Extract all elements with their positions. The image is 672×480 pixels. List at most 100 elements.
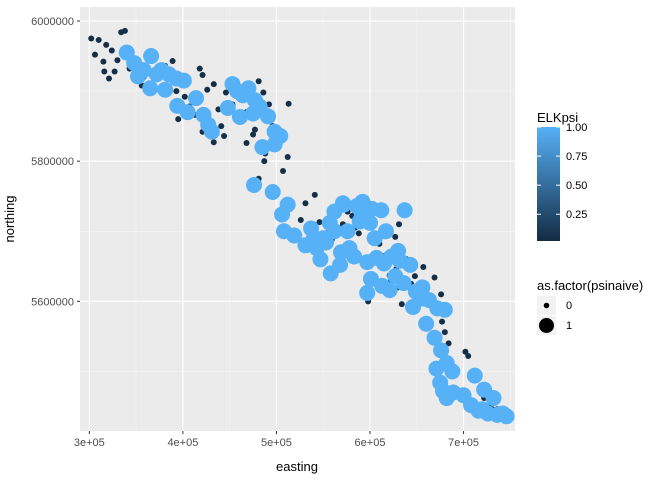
point-psinaive-0 bbox=[392, 233, 399, 240]
y-tick-label: 5800000 bbox=[31, 156, 74, 168]
point-psinaive-1 bbox=[130, 68, 146, 85]
point-psinaive-1 bbox=[390, 242, 407, 259]
point-psinaive-1 bbox=[474, 401, 491, 418]
point-psinaive-1 bbox=[373, 202, 390, 219]
x-axis: 3e+05 4e+05 5e+05 6e+05 7e+05 bbox=[74, 431, 479, 449]
point-psinaive-1 bbox=[260, 108, 277, 125]
point-psinaive-0 bbox=[255, 78, 262, 85]
point-psinaive-1 bbox=[377, 223, 394, 240]
point-psinaive-1 bbox=[395, 275, 412, 292]
color-legend-title: ELKpsi bbox=[537, 110, 578, 125]
point-psinaive-1 bbox=[339, 223, 356, 240]
point-psinaive-0 bbox=[175, 116, 182, 123]
point-psinaive-1 bbox=[405, 298, 422, 315]
point-psinaive-0 bbox=[297, 217, 304, 224]
y-tick-label: 6000000 bbox=[31, 16, 74, 28]
point-psinaive-1 bbox=[266, 136, 283, 153]
color-legend-bar bbox=[537, 127, 560, 241]
point-psinaive-1 bbox=[286, 227, 303, 244]
point-psinaive-1 bbox=[254, 139, 271, 156]
point-psinaive-0 bbox=[103, 41, 110, 48]
point-psinaive-0 bbox=[106, 75, 112, 82]
point-psinaive-1 bbox=[402, 256, 419, 273]
point-psinaive-1 bbox=[476, 381, 493, 398]
point-psinaive-0 bbox=[396, 221, 402, 228]
point-psinaive-0 bbox=[95, 36, 102, 43]
point-psinaive-1 bbox=[433, 342, 450, 359]
point-psinaive-1 bbox=[188, 90, 204, 107]
point-psinaive-0 bbox=[243, 139, 250, 146]
point-psinaive-0 bbox=[221, 132, 228, 139]
point-psinaive-1 bbox=[466, 367, 483, 384]
colorbar-tick-label: 0.50 bbox=[566, 180, 587, 192]
point-psinaive-1 bbox=[359, 284, 376, 301]
x-tick-label: 4e+05 bbox=[167, 437, 198, 449]
point-psinaive-1 bbox=[418, 315, 435, 332]
point-psinaive-0 bbox=[260, 89, 267, 96]
point-psinaive-1 bbox=[203, 123, 220, 140]
point-psinaive-0 bbox=[108, 47, 115, 54]
point-psinaive-0 bbox=[210, 139, 217, 146]
point-psinaive-0 bbox=[285, 100, 292, 107]
point-psinaive-0 bbox=[210, 81, 217, 88]
point-psinaive-0 bbox=[316, 219, 323, 226]
point-psinaive-0 bbox=[251, 126, 258, 133]
size-legend-label-1: 1 bbox=[566, 320, 572, 332]
point-psinaive-1 bbox=[246, 177, 262, 194]
point-psinaive-0 bbox=[196, 65, 203, 72]
point-psinaive-0 bbox=[465, 353, 472, 360]
point-psinaive-1 bbox=[396, 202, 413, 219]
point-psinaive-1 bbox=[312, 251, 329, 268]
y-axis-title: northing bbox=[2, 196, 17, 243]
point-psinaive-1 bbox=[245, 105, 262, 122]
point-psinaive-0 bbox=[438, 291, 445, 298]
point-psinaive-0 bbox=[121, 27, 128, 34]
point-psinaive-0 bbox=[420, 264, 427, 271]
point-psinaive-1 bbox=[354, 193, 371, 210]
point-psinaive-0 bbox=[280, 167, 286, 174]
point-psinaive-1 bbox=[143, 48, 160, 65]
point-psinaive-1 bbox=[444, 363, 461, 380]
point-psinaive-0 bbox=[88, 35, 95, 42]
point-psinaive-0 bbox=[439, 318, 446, 325]
point-psinaive-1 bbox=[179, 104, 196, 121]
point-psinaive-0 bbox=[101, 68, 108, 75]
point-psinaive-0 bbox=[398, 301, 405, 308]
size-legend-dot-small bbox=[543, 302, 550, 309]
y-tick-label: 5600000 bbox=[31, 296, 74, 308]
colorbar-tick-label: 0.25 bbox=[566, 209, 587, 221]
point-psinaive-1 bbox=[157, 81, 174, 98]
point-psinaive-1 bbox=[426, 329, 443, 346]
size-legend-dot-large bbox=[539, 318, 554, 333]
point-psinaive-0 bbox=[181, 93, 188, 100]
point-psinaive-0 bbox=[169, 57, 176, 64]
colorbar-tick-label: 1.00 bbox=[566, 122, 587, 134]
point-psinaive-0 bbox=[114, 57, 121, 64]
point-psinaive-1 bbox=[219, 99, 236, 116]
point-psinaive-1 bbox=[318, 234, 335, 251]
point-psinaive-0 bbox=[284, 153, 291, 160]
point-psinaive-0 bbox=[302, 200, 309, 207]
size-legend-title: as.factor(psinaive) bbox=[537, 278, 643, 293]
color-legend-ticks: 0.25 0.50 0.75 1.00 bbox=[537, 122, 587, 221]
point-psinaive-0 bbox=[431, 274, 438, 281]
point-psinaive-1 bbox=[142, 80, 159, 97]
size-legend: as.factor(psinaive) 0 1 bbox=[537, 278, 643, 335]
point-psinaive-1 bbox=[240, 80, 257, 97]
point-psinaive-0 bbox=[311, 191, 318, 198]
point-psinaive-0 bbox=[111, 68, 118, 75]
point-psinaive-1 bbox=[175, 72, 192, 89]
x-tick-label: 3e+05 bbox=[74, 437, 105, 449]
point-psinaive-0 bbox=[261, 158, 268, 165]
point-psinaive-1 bbox=[346, 248, 363, 265]
point-psinaive-0 bbox=[411, 273, 418, 280]
x-tick-label: 5e+05 bbox=[261, 437, 292, 449]
point-psinaive-1 bbox=[332, 256, 349, 273]
point-psinaive-0 bbox=[204, 86, 211, 93]
colorbar-tick-label: 0.75 bbox=[566, 151, 587, 163]
x-axis-title: easting bbox=[276, 459, 318, 474]
point-psinaive-0 bbox=[173, 88, 180, 95]
point-psinaive-1 bbox=[334, 195, 351, 212]
point-psinaive-0 bbox=[445, 340, 452, 347]
point-psinaive-1 bbox=[407, 283, 424, 300]
